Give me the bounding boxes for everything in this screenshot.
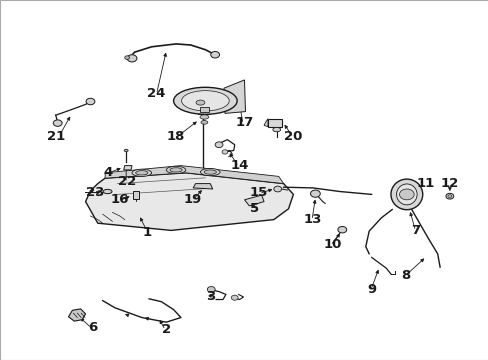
Text: 1: 1 xyxy=(142,226,151,239)
Circle shape xyxy=(86,98,95,105)
FancyBboxPatch shape xyxy=(133,191,139,199)
Text: 18: 18 xyxy=(166,130,185,143)
Text: 7: 7 xyxy=(410,224,419,237)
Ellipse shape xyxy=(132,169,151,176)
Text: 15: 15 xyxy=(249,186,268,199)
Text: 20: 20 xyxy=(284,130,302,143)
Ellipse shape xyxy=(196,100,204,105)
Ellipse shape xyxy=(272,127,280,132)
Ellipse shape xyxy=(124,149,128,152)
Text: 9: 9 xyxy=(366,283,375,296)
Text: 17: 17 xyxy=(235,116,253,129)
Text: 14: 14 xyxy=(230,159,248,172)
Text: 24: 24 xyxy=(147,87,165,100)
Circle shape xyxy=(399,189,413,200)
Text: 11: 11 xyxy=(415,177,434,190)
Polygon shape xyxy=(264,119,267,127)
Circle shape xyxy=(445,193,453,199)
Circle shape xyxy=(53,120,62,126)
Polygon shape xyxy=(105,166,283,184)
Ellipse shape xyxy=(200,168,220,176)
Ellipse shape xyxy=(396,184,416,205)
Circle shape xyxy=(222,150,227,154)
Text: 19: 19 xyxy=(183,193,202,206)
Ellipse shape xyxy=(173,87,237,114)
Circle shape xyxy=(273,186,281,192)
Text: 16: 16 xyxy=(110,193,129,206)
Polygon shape xyxy=(85,173,293,230)
Circle shape xyxy=(124,56,129,59)
Ellipse shape xyxy=(103,189,112,194)
FancyBboxPatch shape xyxy=(267,119,281,127)
Ellipse shape xyxy=(181,91,229,111)
Text: 3: 3 xyxy=(205,291,214,303)
Text: 6: 6 xyxy=(88,321,97,334)
Circle shape xyxy=(127,55,137,62)
Polygon shape xyxy=(224,80,245,113)
Ellipse shape xyxy=(201,121,207,124)
Circle shape xyxy=(215,142,223,148)
Polygon shape xyxy=(193,184,212,189)
Text: 10: 10 xyxy=(323,238,341,251)
Polygon shape xyxy=(244,195,264,206)
Text: 5: 5 xyxy=(249,202,258,215)
Ellipse shape xyxy=(204,170,216,174)
Text: 21: 21 xyxy=(47,130,65,143)
Polygon shape xyxy=(123,166,132,170)
FancyBboxPatch shape xyxy=(199,107,209,112)
Circle shape xyxy=(337,226,346,233)
Circle shape xyxy=(207,287,215,292)
Text: 13: 13 xyxy=(303,213,322,226)
Text: 4: 4 xyxy=(103,166,112,179)
Ellipse shape xyxy=(169,168,182,172)
Circle shape xyxy=(210,51,219,58)
Ellipse shape xyxy=(135,171,148,175)
Polygon shape xyxy=(68,309,85,321)
Text: 23: 23 xyxy=(86,186,104,199)
Ellipse shape xyxy=(166,166,185,174)
Text: 2: 2 xyxy=(162,323,170,336)
Text: 12: 12 xyxy=(440,177,458,190)
Circle shape xyxy=(310,190,320,197)
Ellipse shape xyxy=(200,115,208,119)
Text: 8: 8 xyxy=(401,269,409,282)
Ellipse shape xyxy=(390,179,422,210)
Text: 22: 22 xyxy=(118,175,136,188)
Circle shape xyxy=(447,195,451,198)
Circle shape xyxy=(231,295,238,300)
